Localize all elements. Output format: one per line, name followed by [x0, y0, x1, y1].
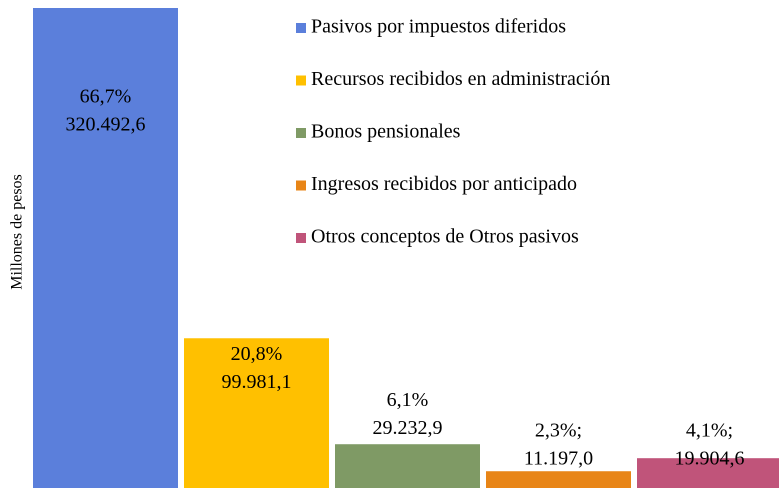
- legend-swatch: [296, 180, 306, 191]
- bar: [486, 471, 631, 488]
- percent-label: 20,8%: [231, 343, 283, 365]
- legend-swatch: [296, 233, 306, 243]
- legend-label: Recursos recibidos en administración: [311, 68, 610, 90]
- legend-label: Otros conceptos de Otros pasivos: [311, 226, 579, 248]
- value-label: 19.904,6: [675, 448, 745, 470]
- percent-label: 2,3%;: [535, 420, 582, 442]
- percent-label: 66,7%: [80, 86, 132, 108]
- percent-label: 4,1%;: [686, 420, 733, 442]
- legend-label: Ingresos recibidos por anticipado: [311, 173, 577, 195]
- y-axis-label: Millones de pesos: [9, 174, 26, 290]
- value-label: 11.197,0: [524, 448, 593, 470]
- bar: [637, 458, 779, 488]
- value-label: 29.232,9: [373, 417, 443, 439]
- legend-label: Pasivos por impuestos diferidos: [311, 16, 566, 38]
- legend-swatch: [296, 23, 306, 33]
- legend-swatch: [296, 75, 306, 86]
- bar: [335, 444, 480, 488]
- value-label: 99.981,1: [222, 371, 292, 393]
- legend-label: Bonos pensionales: [311, 121, 461, 143]
- bar: [33, 8, 178, 488]
- legend-swatch: [296, 128, 306, 138]
- percent-label: 6,1%: [387, 389, 429, 411]
- value-label: 320.492,6: [66, 114, 146, 136]
- bar: [184, 338, 329, 488]
